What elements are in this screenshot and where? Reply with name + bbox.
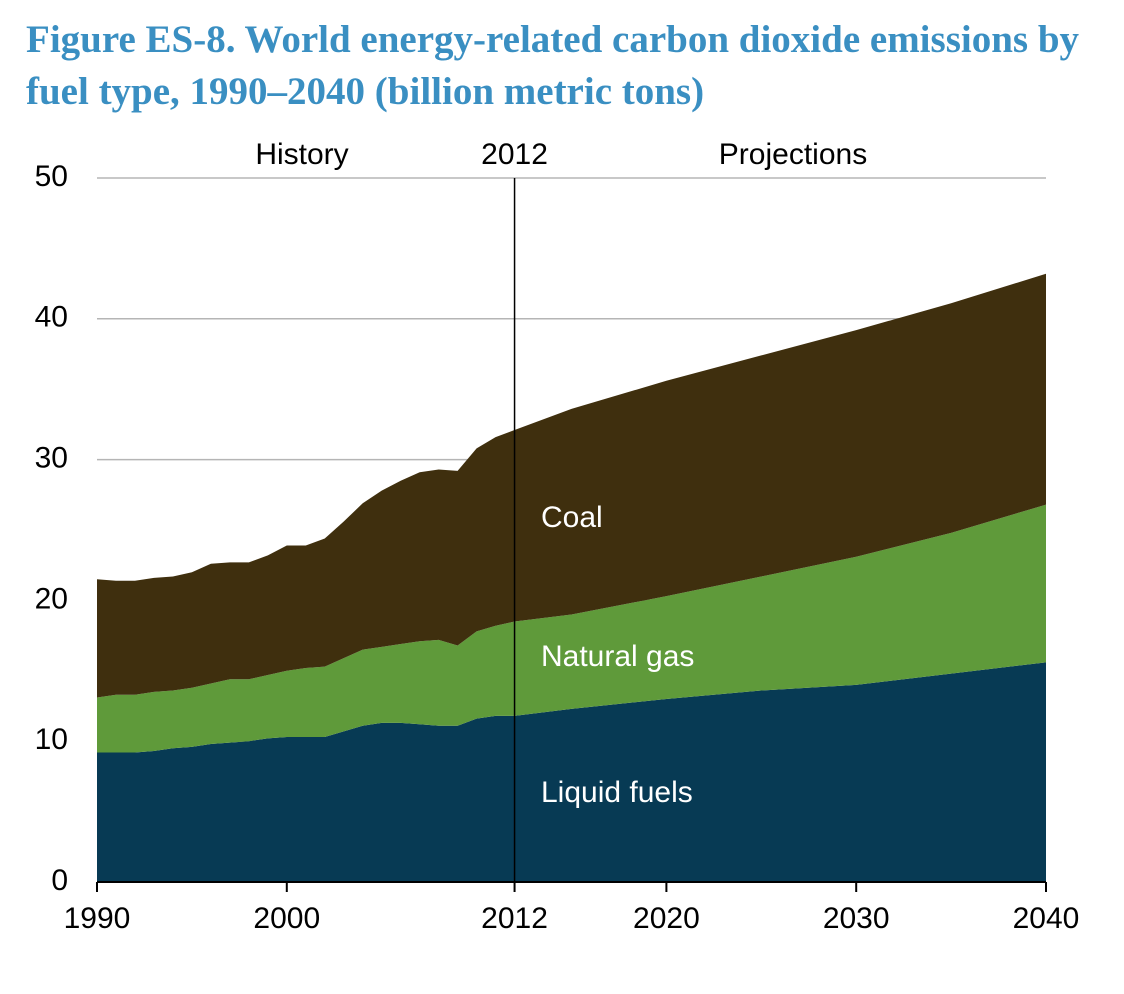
x-tick-label: 2020 [633,902,700,935]
y-tick-label: 10 [35,723,68,756]
x-tick-label: 2040 [1013,902,1080,935]
series-label: Coal [541,501,603,534]
x-tick-label: 2012 [481,902,548,935]
x-tick-label: 2000 [253,902,320,935]
x-tick-label: 1990 [64,902,131,935]
series-label: Liquid fuels [541,776,693,809]
y-tick-label: 50 [35,160,68,193]
y-tick-label: 40 [35,301,68,334]
series-label: Natural gas [541,640,694,673]
annotation: Projections [719,138,867,171]
area [97,273,1046,698]
y-tick-label: 0 [51,864,68,897]
divider-label: 2012 [481,138,548,171]
area [97,504,1046,753]
chart-title: Figure ES-8. World energy-related carbon… [26,18,1080,113]
y-tick-label: 30 [35,442,68,475]
x-tick-label: 2030 [823,902,890,935]
area [97,662,1046,882]
annotation: History [255,138,348,171]
y-tick-label: 20 [35,582,68,615]
